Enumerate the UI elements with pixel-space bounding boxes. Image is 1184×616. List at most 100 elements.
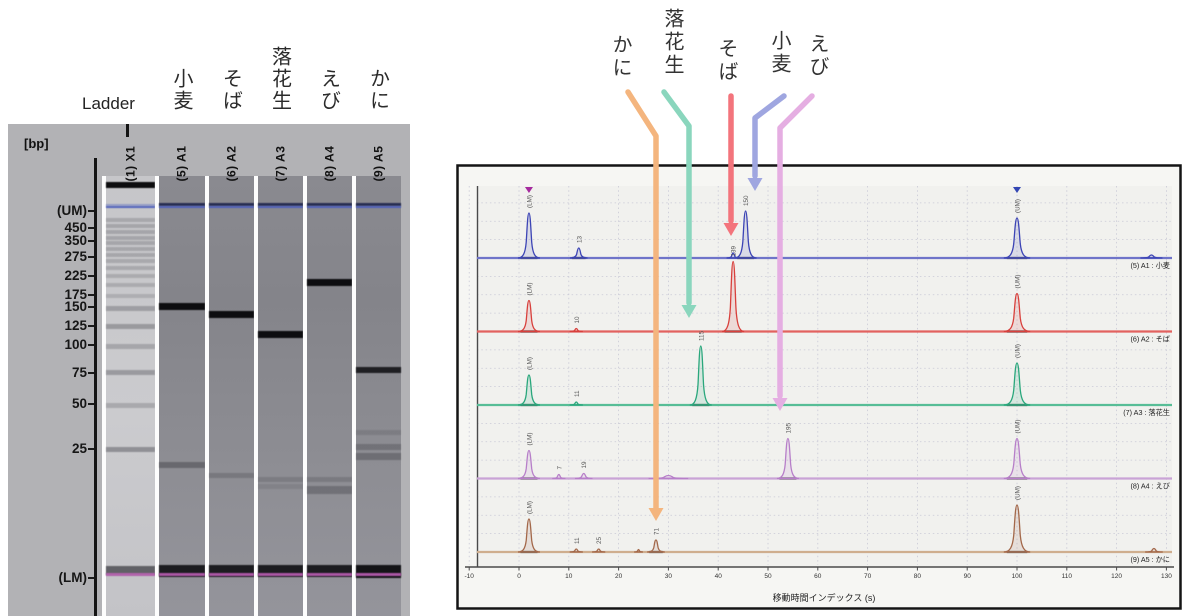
gel-lane-id-label: (1) X1 (123, 145, 137, 182)
x-tick-label: 20 (615, 573, 623, 580)
gel-band (106, 230, 155, 234)
gel-lane-ladder (106, 176, 155, 616)
peak (517, 374, 540, 406)
bp-scale-tick (88, 306, 94, 308)
bp-scale-tick (88, 210, 94, 212)
peak-label: 11 (574, 390, 581, 397)
gel-band (307, 486, 352, 494)
gel-band (356, 453, 401, 460)
gel-band (106, 236, 155, 240)
ladder-label: Ladder (82, 94, 135, 113)
gel-lane-id-label: (8) A4 (322, 145, 336, 182)
peak (648, 474, 689, 480)
annotation-label-そば: そば (715, 38, 737, 84)
bp-scale-tick-label: 150 (64, 299, 87, 314)
gel-band (258, 573, 303, 576)
peak (689, 345, 712, 406)
gel-band (106, 403, 155, 408)
x-tick-label: 70 (864, 573, 872, 580)
x-tick-label: 0 (517, 573, 521, 580)
gel-band (356, 367, 401, 373)
x-tick-label: 120 (1111, 573, 1122, 580)
epg-trace-かに: (LM) 11 25 71 (UM) (9) A5 : かに (477, 486, 1172, 564)
bp-scale-tick-label: 450 (64, 220, 87, 235)
x-axis-title: 移動時間インデックス (s) (773, 592, 876, 603)
gel-lane-えび (307, 176, 352, 616)
ladder-lane-pointer (126, 124, 129, 137)
annotation-label-かに: かに (609, 34, 631, 80)
annotation-label-小麦: 小麦 (768, 30, 790, 76)
trace-label: (6) A2 : そば (1130, 335, 1170, 344)
gel-lane-gap (102, 176, 106, 616)
x-tick-label: 100 (1012, 573, 1023, 580)
gel-band (159, 303, 205, 310)
gel-band (106, 241, 155, 245)
x-tick-label: 110 (1062, 573, 1073, 580)
trace-label: (8) A4 : えび (1130, 482, 1170, 491)
x-tick-label: 90 (964, 573, 972, 580)
lower-marker-triangle (524, 187, 533, 193)
peak (1003, 292, 1031, 333)
gel-band (209, 311, 254, 318)
peak (1003, 217, 1031, 259)
annotation-label-落花生: 落花生 (661, 8, 683, 77)
x-tick-label: 130 (1161, 573, 1172, 580)
peak (517, 299, 541, 333)
gel-band (258, 484, 303, 489)
x-tick-label: -10 (464, 573, 474, 580)
peak (569, 548, 583, 553)
gel-band (106, 447, 155, 452)
gel-band (106, 324, 155, 329)
gel-band (106, 566, 155, 575)
gel-band (159, 462, 205, 468)
gel-sample-label: 落花生 (268, 46, 291, 112)
peak-label: 195 (785, 422, 792, 433)
bp-scale-tick-label: 350 (64, 233, 87, 248)
peak (569, 247, 588, 259)
gel-band (159, 203, 205, 206)
peak-label: (UM) (1015, 486, 1022, 500)
trace-label: (5) A1 : 小麦 (1130, 261, 1170, 270)
gel-band (106, 294, 155, 298)
gel-lane-gap (155, 176, 159, 616)
gel-band (258, 331, 303, 338)
x-tick-label: 80 (914, 573, 922, 580)
bp-scale-tick (88, 227, 94, 229)
peak (1003, 362, 1031, 406)
gel-lane-id-label: (9) A5 (371, 145, 385, 182)
gel-band (356, 565, 401, 578)
peak-label: (LM) (526, 283, 533, 296)
gel-band (106, 344, 155, 349)
bp-scale-tick-label: 25 (71, 441, 87, 456)
gel-band (307, 206, 352, 208)
bp-scale-tick (88, 448, 94, 450)
gel-band (106, 573, 155, 576)
gel-band (356, 444, 401, 450)
trace-label: (7) A3 : 落花生 (1123, 408, 1170, 417)
gel-band (209, 206, 254, 208)
peak-label: 11 (574, 537, 581, 544)
x-tick-label: 40 (715, 573, 723, 580)
peak-label: (LM) (526, 357, 533, 370)
gel-band (209, 573, 254, 576)
gel-band (356, 430, 401, 435)
gel-sample-label: えび (317, 68, 340, 112)
x-tick-label: 30 (665, 573, 673, 580)
gel-band (106, 259, 155, 263)
peak-label: (UM) (1015, 275, 1022, 289)
peak (722, 260, 745, 333)
peak-label: (LM) (526, 501, 533, 514)
epg-trace-そば: (LM) 10 139 (UM) (6) A2 : そば (477, 245, 1172, 344)
bp-scale-tick (88, 240, 94, 242)
bp-scale-tick (88, 325, 94, 327)
gel-lane-かに (356, 176, 401, 616)
gel-band (209, 473, 254, 478)
peak-label: 115 (698, 330, 705, 341)
bp-scale-tick (88, 256, 94, 258)
peak-label: 25 (596, 536, 603, 544)
gel-band (106, 204, 155, 206)
gel-band (106, 266, 155, 270)
bp-scale-tick (88, 403, 94, 405)
gel-lane-id-label: (6) A2 (224, 145, 238, 182)
